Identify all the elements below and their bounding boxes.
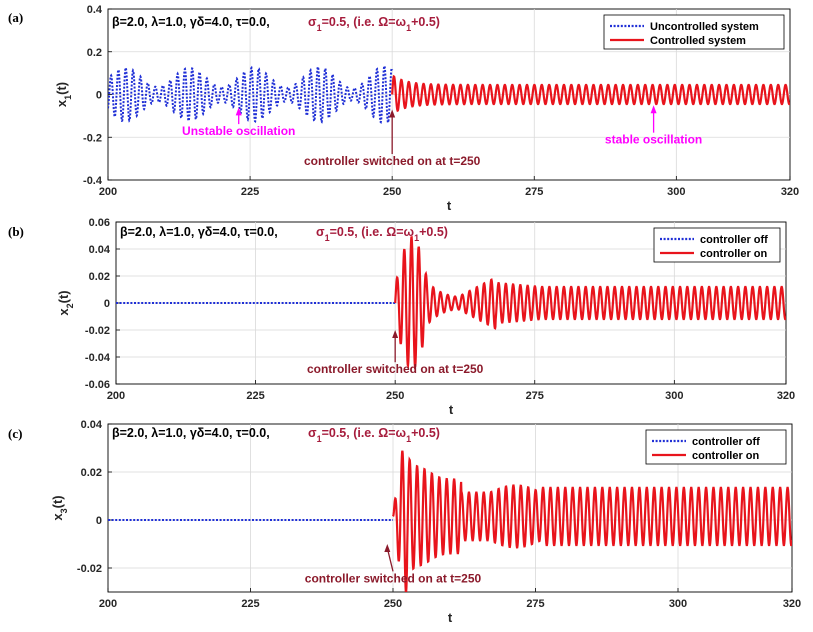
x-tick-label: 300 [669,598,687,610]
legend-label: Uncontrolled system [650,21,759,33]
legend-label: controller on [700,248,768,260]
y-tick-label: 0 [96,515,102,527]
x-tick-label: 200 [107,390,125,402]
x-tick-label: 300 [667,186,685,198]
y-tick-label: -0.02 [85,325,110,337]
annotation-arrowhead [384,544,391,552]
annotation-arrowhead [650,105,657,114]
x-tick-label: 320 [783,598,801,610]
x-tick-label: 200 [99,598,117,610]
annotation-arrowhead [235,107,242,116]
x-tick-label: 320 [777,390,795,402]
parameter-text: β=2.0, λ=1.0, γδ=4.0, τ=0.0, [112,15,270,29]
x-tick-label: 225 [241,186,259,198]
series-line-on [391,74,790,113]
y-tick-label: 0.4 [87,4,103,16]
legend-label: controller on [692,450,760,462]
x-tick-label: 275 [526,390,544,402]
annotation-arrowhead [389,109,396,118]
y-tick-label: 0 [104,298,110,310]
y-tick-label: 0 [96,90,102,102]
annotation-arrowhead [392,330,399,338]
y-tick-label: -0.2 [83,132,102,144]
annotation-text: controller switched on at t=250 [305,571,482,585]
legend [645,429,787,465]
x-axis-label: t [449,402,454,417]
panel-label: (c) [8,426,22,441]
parameter-text: β=2.0, λ=1.0, γδ=4.0, τ=0.0, [120,225,278,239]
legend-label: controller off [700,234,768,246]
y-tick-label: 0.04 [81,419,103,431]
x-tick-label: 250 [383,186,401,198]
x-axis-label: t [448,610,453,625]
y-tick-label: 0.2 [87,47,102,59]
panel-label: (a) [8,10,23,25]
panel-label: (b) [8,224,24,239]
annotation-text: controller switched on at t=250 [304,154,481,168]
x-tick-label: 275 [525,186,543,198]
x-axis-label: t [447,198,452,213]
x-tick-label: 250 [386,390,404,402]
panel-b: 200 225 250 275 300 320 -0.06 -0.04 -0.02 0 0.02 0.… [8,217,795,417]
x-tick-label: 320 [781,186,799,198]
y-axis-label: x3(t) [50,495,69,520]
series-line-off [108,64,394,125]
sigma-text: σ1=0.5, (i.e. Ω=ω1+0.5) [308,426,440,444]
annotation-text: stable oscillation [605,133,702,147]
sigma-text: σ1=0.5, (i.e. Ω=ω1+0.5) [308,15,440,33]
x-tick-label: 275 [526,598,544,610]
y-tick-label: -0.04 [85,352,111,364]
series-line-on [394,236,786,370]
legend-label: controller off [692,436,760,448]
panel-a: 200 225 250 275 300 320 -0.4 -0.2 0 0.2 0.4 t x1(t) (… [8,4,799,213]
y-tick-label: 0.02 [89,271,110,283]
y-tick-label: -0.4 [83,175,103,187]
legend-label: Controlled system [650,35,746,47]
x-tick-label: 200 [99,186,117,198]
y-axis-label: x2(t) [56,290,75,315]
y-axis-label: x1(t) [54,82,73,107]
y-tick-label: -0.02 [77,563,102,575]
y-tick-label: 0.06 [89,217,110,229]
sigma-text: σ1=0.5, (i.e. Ω=ω1+0.5) [316,225,448,243]
legend [603,14,785,50]
legend [653,227,781,263]
x-tick-label: 250 [384,598,402,610]
x-tick-label: 300 [665,390,683,402]
y-tick-label: 0.04 [89,244,111,256]
annotation-text: controller switched on at t=250 [307,362,484,376]
x-tick-label: 225 [241,598,259,610]
y-tick-label: -0.06 [85,379,110,391]
annotation-text: Unstable oscillation [182,124,295,138]
y-tick-label: 0.02 [81,467,102,479]
series-line-on [392,450,792,592]
parameter-text: β=2.0, λ=1.0, γδ=4.0, τ=0.0, [112,426,270,440]
panel-c: 200 225 250 275 300 320 -0.02 0 0.02 0.04 t x3(t) (c… [8,419,801,625]
x-tick-label: 225 [246,390,264,402]
